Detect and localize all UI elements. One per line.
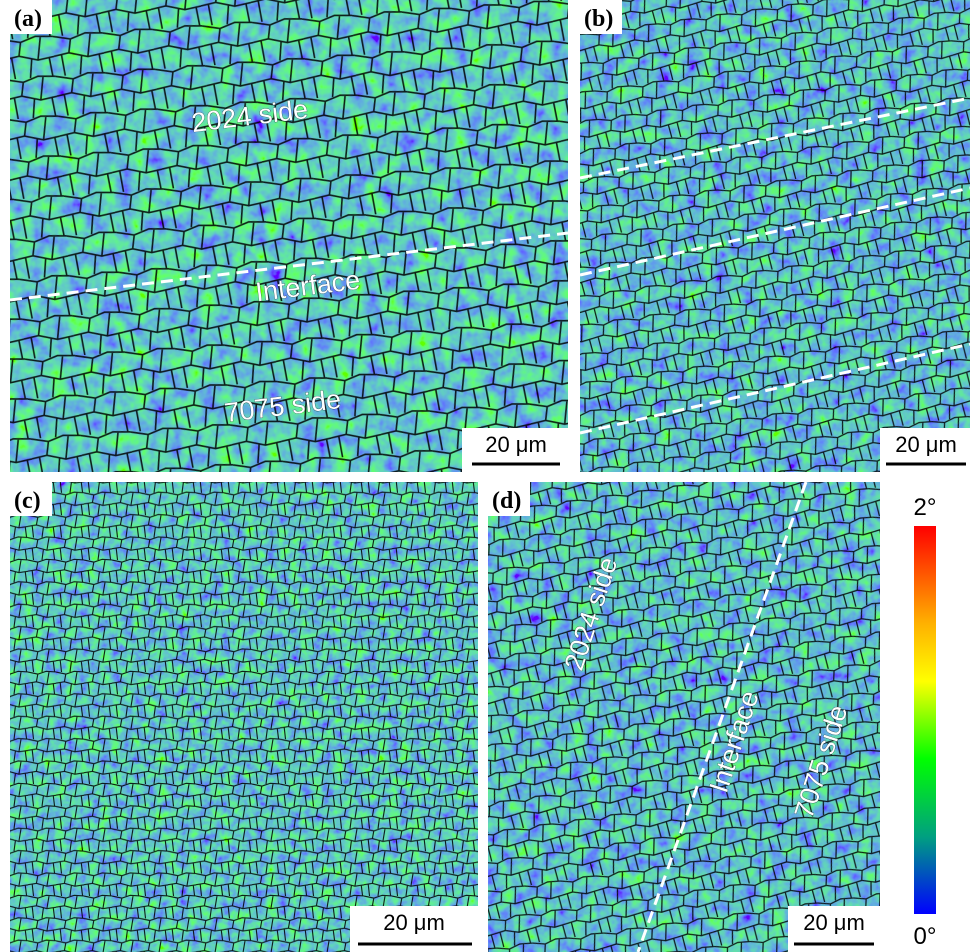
panel-d: (d) 2024 side Interface 7075 side 20 μm: [488, 481, 880, 952]
panel-label: (d): [492, 488, 521, 514]
boundary-line: [579, 186, 971, 277]
scale-bar-label: 20 μm: [803, 910, 865, 935]
label-box: [10, 482, 52, 516]
colorbar-min-label: 0°: [914, 923, 937, 950]
label-box: [488, 482, 530, 516]
colorbar-max-label: 2°: [914, 494, 937, 521]
grain-boundaries: [580, 0, 970, 472]
scale-bar-label: 20 μm: [485, 432, 547, 457]
boundary-line: [579, 342, 971, 435]
label-box: [580, 0, 622, 34]
panel-a: (a) 2024 side Interface 7075 side 20 μm: [9, 0, 569, 472]
grain-boundaries: [488, 482, 880, 952]
panel-b: (b) 20 μm: [579, 0, 971, 472]
panel-label: (b): [584, 6, 613, 32]
panel-label: (a): [14, 6, 42, 32]
boundary-line: [579, 96, 971, 180]
label-box: [10, 0, 52, 34]
interface-line: [636, 481, 808, 952]
scale-bar-label: 20 μm: [383, 910, 445, 935]
panel-c: (c) 20 μm: [10, 482, 478, 952]
grain-boundaries: [10, 482, 478, 952]
scale-bar-label: 20 μm: [895, 432, 957, 457]
colorbar-gradient: [914, 526, 936, 914]
panel-label: (c): [14, 488, 41, 514]
grain-boundaries: [10, 0, 568, 472]
colorbar: 2° 0°: [914, 494, 937, 950]
